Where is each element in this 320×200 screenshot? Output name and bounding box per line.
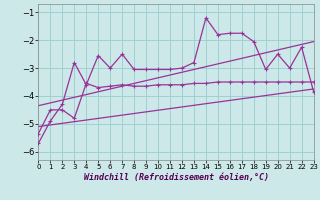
X-axis label: Windchill (Refroidissement éolien,°C): Windchill (Refroidissement éolien,°C) bbox=[84, 173, 268, 182]
